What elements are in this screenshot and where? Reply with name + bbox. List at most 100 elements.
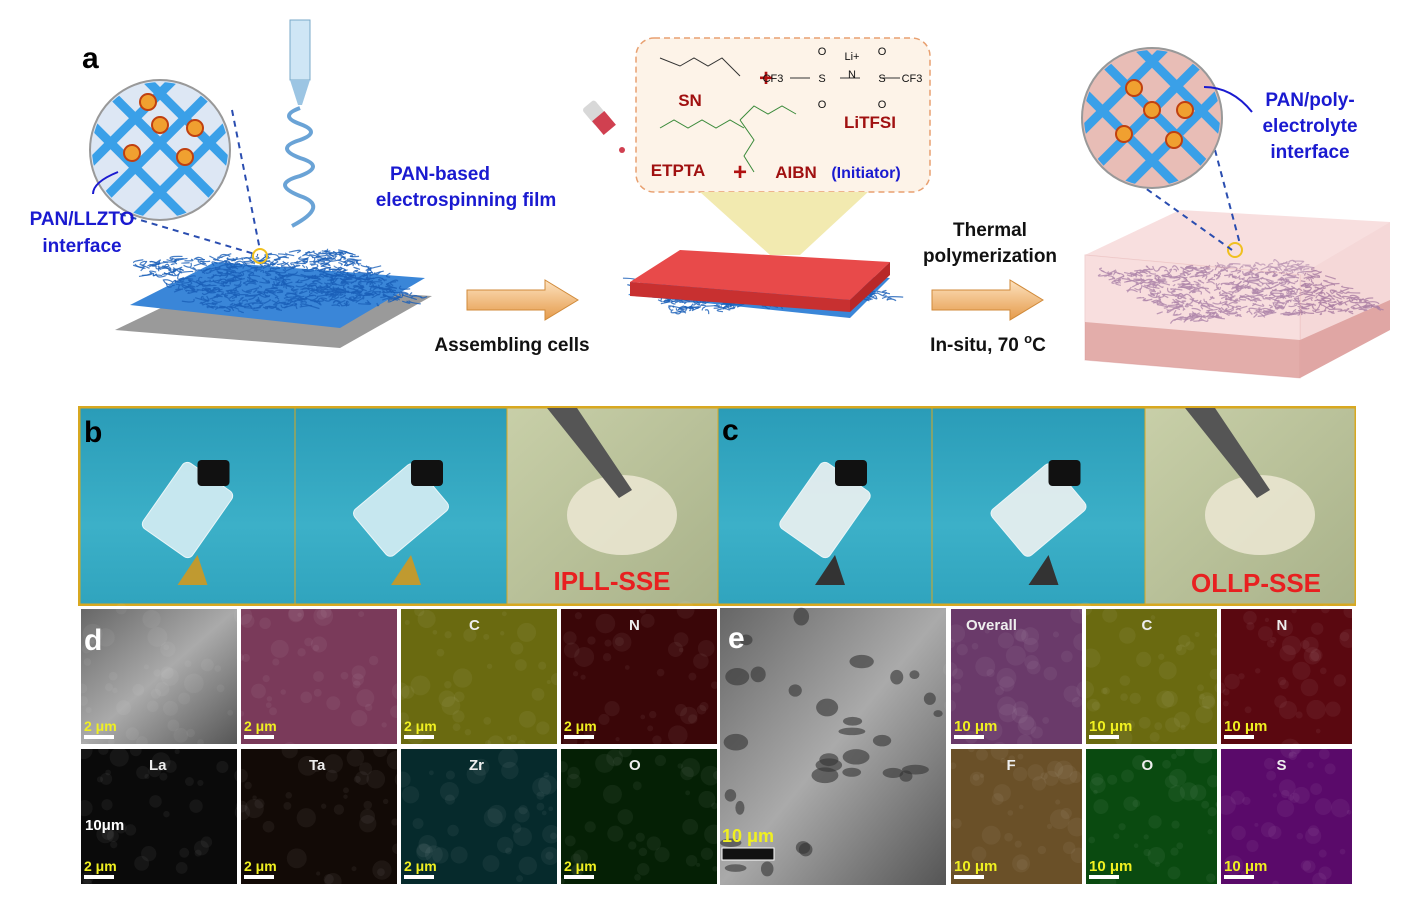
texture: [1306, 700, 1325, 719]
texture: [1254, 823, 1258, 827]
texture: [244, 782, 251, 789]
panel-label: e: [728, 622, 745, 655]
texture: [498, 748, 518, 768]
step-label: Thermal: [953, 220, 1027, 241]
texture: [1174, 712, 1190, 728]
texture: [982, 826, 1001, 845]
texture: [668, 725, 688, 745]
texture: [655, 755, 666, 766]
pore: [843, 717, 862, 726]
texture: [1130, 693, 1141, 704]
scale-label: 2 μm: [404, 858, 437, 874]
cap: [411, 460, 443, 486]
fiber: [350, 255, 359, 256]
texture: [1315, 798, 1332, 815]
texture: [1038, 846, 1046, 854]
atom: CF3: [763, 73, 784, 85]
texture: [109, 672, 118, 681]
texture: [1319, 850, 1327, 858]
texture: [1120, 693, 1128, 701]
texture: [587, 636, 595, 644]
fiber: [182, 271, 193, 272]
texture: [951, 683, 961, 693]
photo: [932, 408, 1145, 604]
texture: [1155, 862, 1160, 867]
texture: [1024, 655, 1038, 669]
texture: [500, 631, 504, 635]
texture: [334, 804, 344, 814]
texture: [634, 874, 641, 881]
texture: [697, 705, 707, 715]
texture: [615, 737, 619, 741]
map-tile: O2 μm: [557, 744, 724, 885]
texture: [617, 809, 633, 825]
map-title: C: [1142, 617, 1153, 634]
texture: [381, 722, 386, 727]
scale-bar: [954, 875, 984, 879]
texture: [639, 848, 648, 857]
texture: [595, 754, 614, 773]
fiber: [190, 267, 196, 269]
texture: [269, 707, 277, 715]
dash: [120, 214, 258, 255]
texture: [185, 777, 194, 786]
texture: [1215, 633, 1219, 637]
texture: [518, 740, 526, 748]
texture: [1264, 758, 1276, 770]
texture: [1044, 667, 1058, 681]
texture: [313, 606, 333, 626]
texture: [1176, 747, 1185, 756]
fiber: [887, 299, 896, 301]
texture: [564, 643, 580, 659]
texture: [1277, 800, 1294, 817]
texture: [1195, 632, 1200, 637]
map-tile: O10 μm: [1085, 745, 1220, 891]
texture: [1300, 640, 1309, 649]
texture: [637, 863, 649, 875]
texture: [625, 665, 630, 670]
texture: [201, 659, 214, 672]
texture: [112, 688, 118, 694]
texture: [76, 800, 92, 816]
pore: [933, 710, 942, 717]
fiber: [702, 303, 706, 304]
texture: [251, 684, 266, 699]
texture: [1168, 785, 1185, 802]
photo: [718, 408, 932, 604]
texture: [101, 799, 112, 810]
map-title: C: [469, 617, 480, 634]
texture: [1223, 701, 1229, 707]
photo: [295, 408, 507, 604]
particle: [152, 117, 168, 133]
texture: [179, 848, 189, 858]
texture: [289, 606, 304, 621]
texture: [197, 780, 203, 786]
texture: [1319, 749, 1330, 760]
pore: [843, 749, 870, 764]
texture: [1144, 834, 1149, 839]
texture: [1242, 797, 1250, 805]
texture: [1267, 640, 1275, 648]
texture: [1255, 668, 1260, 673]
cap: [835, 460, 867, 486]
texture: [1343, 605, 1356, 618]
scale-label: 2 μm: [84, 858, 117, 874]
texture: [1208, 807, 1217, 816]
texture: [647, 725, 653, 731]
map-title: Overall: [966, 617, 1017, 634]
texture: [957, 644, 968, 655]
texture: [411, 676, 431, 696]
texture: [1120, 675, 1131, 686]
texture: [701, 848, 713, 860]
texture: [234, 606, 252, 624]
texture: [1088, 837, 1095, 844]
map-tile: Ta2 μm: [234, 742, 405, 890]
pore: [890, 670, 903, 685]
texture: [972, 643, 979, 650]
texture: [1305, 828, 1321, 844]
texture: [1072, 697, 1082, 707]
texture: [677, 763, 682, 768]
texture: [125, 824, 136, 835]
texture: [282, 742, 298, 758]
